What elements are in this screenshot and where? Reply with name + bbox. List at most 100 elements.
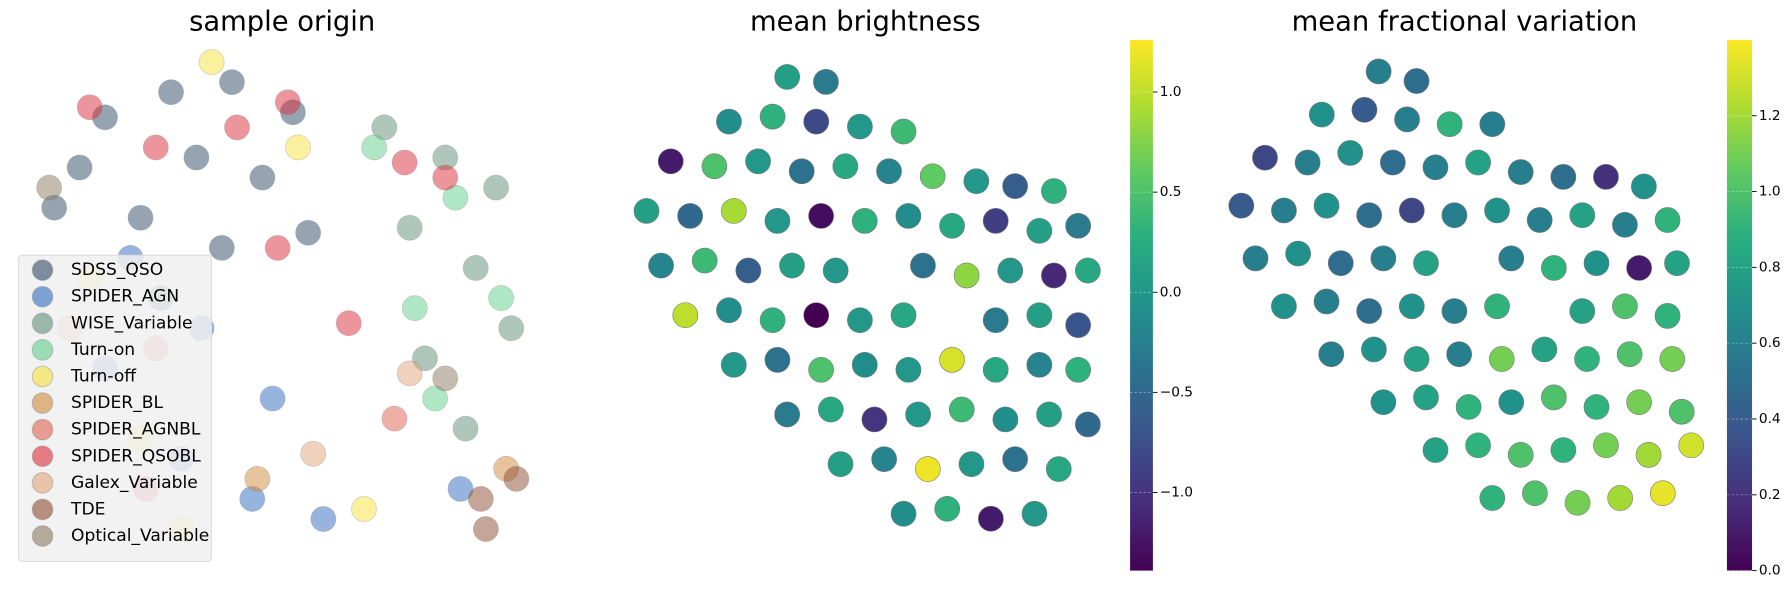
point xyxy=(803,108,830,135)
point xyxy=(1654,303,1681,329)
point xyxy=(861,406,888,433)
point xyxy=(1075,257,1101,284)
point xyxy=(1569,202,1596,229)
point xyxy=(1413,250,1439,276)
point xyxy=(677,203,703,229)
point xyxy=(1370,389,1397,415)
point xyxy=(1403,68,1430,94)
point xyxy=(939,213,965,239)
point xyxy=(982,208,1009,234)
legend-label: Optical_Variable xyxy=(71,526,209,546)
point xyxy=(259,385,286,412)
point xyxy=(1026,302,1053,329)
point xyxy=(1550,164,1577,190)
point xyxy=(1612,293,1638,320)
colorbar-tick-label: 0.6 xyxy=(1759,335,1781,351)
point xyxy=(1507,442,1534,468)
point xyxy=(948,396,975,423)
point xyxy=(764,347,791,373)
colorbar-tick-label: 0.0 xyxy=(1759,563,1781,579)
point xyxy=(1065,312,1092,338)
point xyxy=(832,153,859,180)
point xyxy=(285,134,311,161)
point xyxy=(1370,245,1397,272)
point xyxy=(919,163,946,190)
panel: mean fractional variation 0.0 0.2 0.4 0.6 0.8… xyxy=(1228,6,1781,579)
point xyxy=(1413,384,1439,411)
point xyxy=(1065,356,1092,383)
point xyxy=(1569,298,1596,324)
point xyxy=(1654,207,1681,233)
point xyxy=(127,204,154,231)
legend-label: SDSS_QSO xyxy=(71,260,163,280)
colorbar-tick-label: 0.2 xyxy=(1759,487,1781,503)
point xyxy=(1351,96,1378,123)
point xyxy=(701,153,728,180)
point xyxy=(1026,352,1053,378)
point xyxy=(847,307,873,334)
point xyxy=(982,307,1009,334)
legend-label: TDE xyxy=(70,499,105,519)
point xyxy=(208,234,235,261)
point xyxy=(371,114,398,141)
point xyxy=(422,385,448,412)
legend-marker xyxy=(31,339,54,361)
point xyxy=(871,446,897,473)
colorbar-tick-label: 1.0 xyxy=(1160,84,1182,100)
point xyxy=(472,516,499,542)
point xyxy=(1002,173,1028,199)
point xyxy=(1365,58,1392,85)
point xyxy=(779,252,805,279)
point xyxy=(914,456,941,482)
legend-box xyxy=(17,254,212,563)
point xyxy=(1313,192,1340,219)
point xyxy=(462,255,489,281)
point xyxy=(488,285,515,311)
point xyxy=(827,451,854,477)
point xyxy=(759,307,786,334)
chart-title: sample origin xyxy=(189,6,375,37)
point xyxy=(158,79,184,106)
point xyxy=(1593,164,1619,190)
point xyxy=(1271,293,1297,320)
point xyxy=(351,496,377,522)
point xyxy=(774,64,800,90)
point xyxy=(1455,394,1482,420)
legend-marker xyxy=(31,285,54,308)
point xyxy=(1507,159,1534,185)
colorbar-tick-label: 0.4 xyxy=(1759,411,1781,427)
legend-marker xyxy=(31,392,54,414)
point xyxy=(895,356,922,383)
point xyxy=(890,302,917,329)
point xyxy=(391,149,418,176)
chart-title: mean brightness xyxy=(750,6,981,37)
legend-label: Turn-on xyxy=(70,340,135,360)
point xyxy=(1583,394,1610,420)
point xyxy=(847,113,873,140)
legend-label: Turn-off xyxy=(70,366,137,386)
point xyxy=(1422,437,1449,463)
point xyxy=(1075,411,1101,438)
point xyxy=(1356,298,1383,324)
point xyxy=(1593,432,1619,459)
colorbar-tick-label: −0.5 xyxy=(1160,384,1193,400)
point xyxy=(1041,262,1067,289)
point xyxy=(1635,442,1662,468)
point xyxy=(633,198,660,224)
point xyxy=(1583,250,1610,276)
colorbar-tick-label: 0.8 xyxy=(1759,259,1781,275)
point xyxy=(452,415,479,442)
point xyxy=(1065,213,1092,239)
point xyxy=(720,198,747,224)
legend-marker xyxy=(31,525,54,547)
colorbar-tick-label: 1.2 xyxy=(1759,108,1781,124)
point xyxy=(788,158,815,185)
point xyxy=(244,465,271,492)
point xyxy=(1398,293,1425,320)
point xyxy=(503,465,530,492)
colorbar-tick-label: −1.0 xyxy=(1160,485,1193,501)
point xyxy=(432,164,459,191)
point xyxy=(759,103,786,130)
colorbar xyxy=(1130,39,1153,571)
